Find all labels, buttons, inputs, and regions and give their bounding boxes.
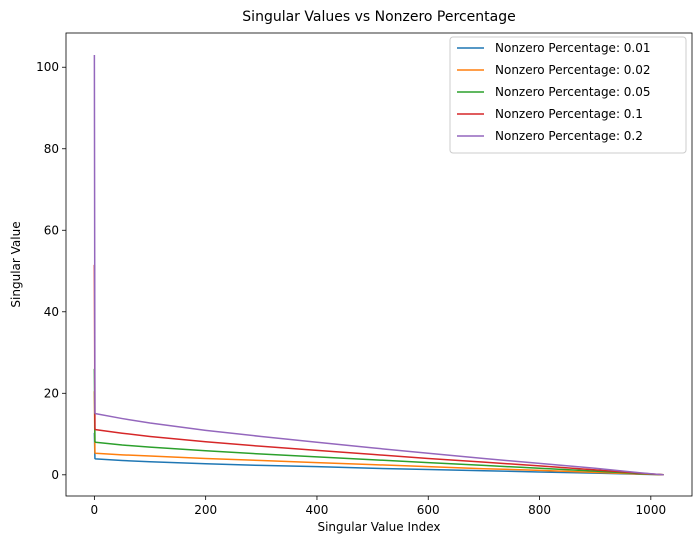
legend-label-3: Nonzero Percentage: 0.05 <box>495 85 651 99</box>
axes-frame <box>65 32 693 497</box>
axes-layer: 0 200 400 600 800 1000 0 20 40 60 80 100 <box>36 32 693 517</box>
series-line-4 <box>93 264 664 476</box>
chart-title: Singular Values vs Nonzero Percentage <box>242 9 515 25</box>
x-tick-label: 1000 <box>636 503 667 517</box>
series-line-2 <box>93 391 664 476</box>
x-tick-label: 400 <box>306 503 329 517</box>
x-tick-label: 0 <box>91 503 99 517</box>
y-tick-label: 60 <box>44 223 59 237</box>
series-line-3 <box>93 368 664 476</box>
series-line-1 <box>93 432 664 476</box>
legend-box <box>449 36 687 154</box>
x-tick-label: 200 <box>194 503 217 517</box>
x-tick-label: 800 <box>528 503 551 517</box>
legend-label-2: Nonzero Percentage: 0.02 <box>495 63 651 77</box>
y-tick-label: 0 <box>51 468 59 482</box>
x-tick-label: 600 <box>417 503 440 517</box>
legend-label-5: Nonzero Percentage: 0.2 <box>495 129 643 143</box>
y-tick-label: 100 <box>36 60 59 74</box>
legend: Nonzero Percentage: 0.01 Nonzero Percenta… <box>449 36 687 154</box>
legend-label-4: Nonzero Percentage: 0.1 <box>495 107 643 121</box>
x-axis-label: Singular Value Index <box>317 520 440 534</box>
series-layer <box>93 55 664 476</box>
y-axis-label: Singular Value <box>9 221 23 307</box>
legend-label-1: Nonzero Percentage: 0.01 <box>495 41 651 55</box>
series-line-5 <box>93 55 664 476</box>
y-tick-label: 80 <box>44 142 59 156</box>
y-tick-label: 20 <box>44 386 59 400</box>
y-tick-label: 40 <box>44 305 59 319</box>
